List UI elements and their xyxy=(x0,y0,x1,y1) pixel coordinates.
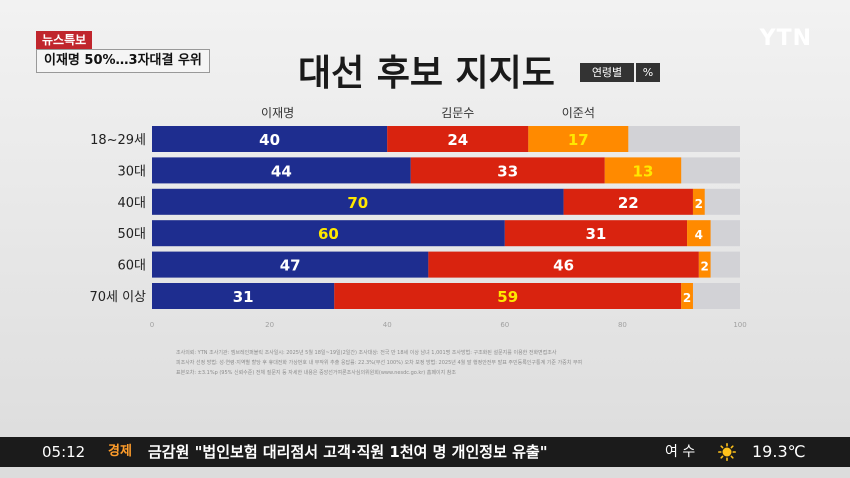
data-label: 4 xyxy=(695,228,703,242)
data-label: 13 xyxy=(633,162,654,180)
data-label: 24 xyxy=(447,131,468,149)
data-label: 60 xyxy=(318,225,339,243)
category-label: 60대 xyxy=(117,259,146,274)
data-label: 33 xyxy=(497,162,518,180)
data-label: 2 xyxy=(695,197,703,211)
bar-segment xyxy=(410,157,605,184)
bar-segment xyxy=(604,157,682,184)
headline-caption: 이재명 50%…3자대결 우위 xyxy=(36,49,210,73)
bar-segment xyxy=(687,220,711,247)
sun-icon xyxy=(718,443,736,461)
x-tick-label: 0 xyxy=(150,321,154,329)
source-line-3: 표본오차: ±3.1%p (95% 신뢰수준) 전체 질문지 등 자세한 내용은… xyxy=(176,370,457,376)
bar-segment xyxy=(528,126,629,152)
data-label: 70 xyxy=(347,194,368,212)
ticker-time: 05:12 xyxy=(42,443,86,461)
age-tag: 연령별 xyxy=(580,63,634,82)
data-label: 31 xyxy=(586,225,607,243)
data-label: 2 xyxy=(701,260,709,274)
category-label: 40대 xyxy=(117,196,146,211)
bar-segment xyxy=(152,126,388,152)
legend-label: 김문수 xyxy=(441,106,474,120)
data-label: 22 xyxy=(618,194,639,212)
bar-segment xyxy=(504,220,688,247)
x-tick-label: 100 xyxy=(733,321,746,329)
x-tick-label: 20 xyxy=(265,321,274,329)
weather-location: 여 수 xyxy=(665,444,696,460)
bar-segment xyxy=(152,220,505,247)
data-label: 44 xyxy=(271,162,292,180)
legend-label: 이재명 xyxy=(261,106,294,120)
x-tick-label: 40 xyxy=(383,321,392,329)
news-ticker: 05:12 경제 금감원 "법인보험 대리점서 고객·직원 1천여 명 개인정보… xyxy=(0,437,850,467)
data-label: 59 xyxy=(497,288,518,306)
data-label: 2 xyxy=(683,291,691,305)
bar-segment xyxy=(152,251,429,278)
ytn-logo: YTN xyxy=(759,26,812,51)
data-label: 47 xyxy=(280,257,301,275)
x-tick-label: 80 xyxy=(618,321,627,329)
weather-temperature: 19.3℃ xyxy=(752,442,806,461)
data-label: 40 xyxy=(259,131,280,149)
source-line-2: 피조사자 선정 방법: 성·연령·지역별 할당 후 휴대전화 가상번호 내 무작… xyxy=(176,360,583,366)
category-label: 70세 이상 xyxy=(89,290,146,305)
bar-segment xyxy=(428,251,699,278)
legend-label: 이준석 xyxy=(562,106,595,120)
bar-segment xyxy=(387,126,529,152)
source-line-1: 조사의뢰: YTN 조사기관: 엠브레인퍼블릭 조사일시: 2025년 5월 1… xyxy=(176,350,557,356)
category-label: 50대 xyxy=(117,227,146,242)
data-label: 31 xyxy=(233,288,254,306)
unit-tag: % xyxy=(636,63,660,82)
ticker-category: 경제 xyxy=(108,444,132,459)
bar-segment xyxy=(152,283,335,309)
bar-segment xyxy=(334,283,682,309)
x-tick-label: 60 xyxy=(500,321,509,329)
category-label: 18~29세 xyxy=(90,133,146,148)
bar-segment xyxy=(698,251,711,278)
bar-segment xyxy=(692,188,705,215)
ticker-headline: 금감원 "법인보험 대리점서 고객·직원 1천여 명 개인정보 유출" xyxy=(148,443,548,461)
news-flash-tag: 뉴스특보 xyxy=(36,31,93,49)
category-label: 30대 xyxy=(117,164,146,179)
bar-segment xyxy=(152,188,564,215)
chart-title: 대선 후보 지지도 xyxy=(298,53,555,94)
bar-segment xyxy=(681,283,693,309)
bar-segment xyxy=(563,188,693,215)
survey-source-note: 조사의뢰: YTN 조사기관: 엠브레인퍼블릭 조사일시: 2025년 5월 1… xyxy=(176,348,696,378)
data-label: 46 xyxy=(553,257,574,275)
data-label: 17 xyxy=(568,131,589,149)
bar-segment xyxy=(152,157,411,184)
